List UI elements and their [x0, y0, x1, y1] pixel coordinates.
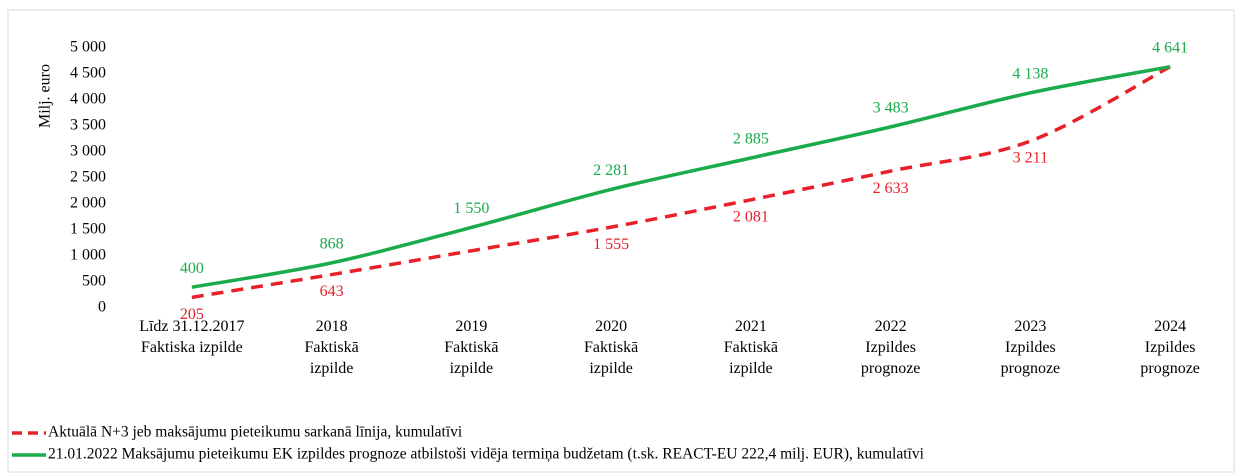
- y-tick-label: 3 500: [70, 117, 106, 134]
- data-label: 4 138: [1012, 65, 1048, 82]
- data-label: 3 483: [873, 100, 909, 117]
- y-tick-label: 1 000: [70, 247, 106, 264]
- y-tick-label: 2 000: [70, 195, 106, 212]
- x-tick-label: Līdz 31.12.2017 Faktiska izpilde: [139, 318, 245, 356]
- data-label: 4 641: [1152, 39, 1188, 56]
- data-label: 1 550: [453, 200, 489, 217]
- data-label: 2 281: [593, 162, 629, 179]
- y-tick-label: 500: [82, 273, 106, 290]
- chart-border: [7, 9, 1235, 473]
- y-tick-label: 3 000: [70, 143, 106, 160]
- x-tick-label: 2023 Izpildes prognoze: [1000, 318, 1061, 377]
- y-tick-label: 4 000: [70, 91, 106, 108]
- y-tick-label: 0: [98, 299, 106, 316]
- data-label: 2 885: [733, 131, 769, 148]
- y-tick-label: 5 000: [70, 39, 106, 56]
- y-tick-label: 4 500: [70, 65, 106, 82]
- x-tick-label: 2024 Izpildes prognoze: [1140, 318, 1200, 377]
- data-label: 205: [180, 306, 204, 323]
- legend-label: 21.01.2022 Maksājumu pieteikumu EK izpil…: [48, 446, 925, 463]
- y-tick-label: 2 500: [70, 169, 106, 186]
- x-tick-label: 2021 Faktiskā izpilde: [723, 318, 778, 377]
- legend-label: Aktuālā N+3 jeb maksājumu pieteikumu sar…: [48, 424, 463, 441]
- series-line: [191, 64, 1171, 289]
- series-line: [191, 65, 1171, 300]
- data-label: 400: [180, 260, 204, 277]
- x-tick-label: 2019 Faktiskā izpilde: [444, 318, 499, 377]
- data-label: 2 081: [733, 208, 769, 225]
- y-axis-label: Milj. euro: [37, 64, 54, 128]
- y-tick-label: 1 500: [70, 221, 106, 238]
- data-label: 3 211: [1013, 150, 1048, 167]
- data-label: 643: [320, 283, 344, 300]
- data-label: 868: [320, 236, 344, 253]
- data-label: 2 633: [873, 180, 909, 197]
- x-tick-label: 2020 Faktiskā izpilde: [584, 318, 639, 377]
- data-label: 1 555: [593, 236, 629, 253]
- x-tick-label: 2018 Faktiskā izpilde: [304, 318, 359, 377]
- x-tick-label: 2022 Izpildes prognoze: [860, 318, 921, 377]
